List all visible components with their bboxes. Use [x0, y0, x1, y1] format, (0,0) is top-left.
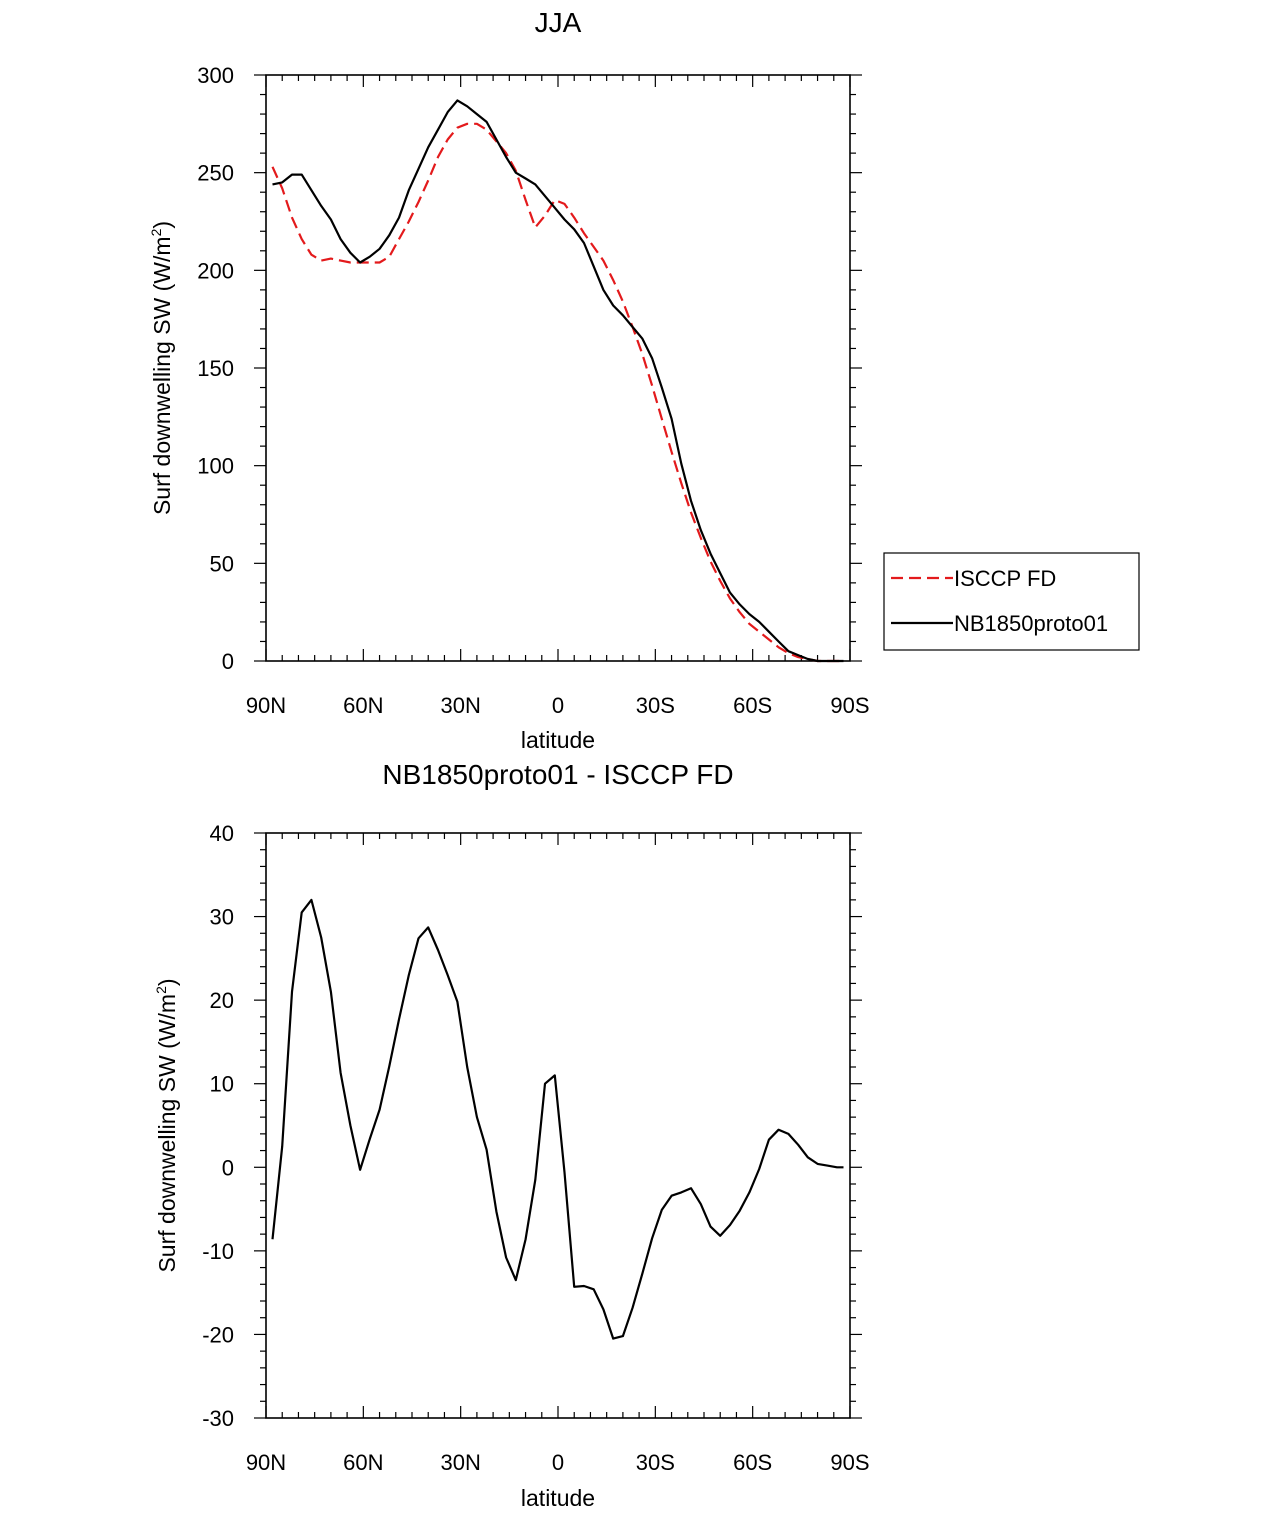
x-axis-label: latitude: [521, 727, 595, 753]
y-tick-label: 50: [210, 551, 234, 576]
x-tick-label: 30S: [636, 1450, 675, 1475]
x-tick-label: 90S: [830, 693, 869, 718]
y-tick-label: 0: [222, 649, 234, 674]
x-tick-label: 60S: [733, 693, 772, 718]
x-tick-label: 0: [552, 693, 564, 718]
x-axis-label: latitude: [521, 1485, 595, 1511]
legend: ISCCP FD NB1850proto01: [883, 552, 1140, 651]
y-tick-label: 150: [197, 356, 234, 381]
x-tick-label: 60N: [343, 693, 383, 718]
x-tick-label: 60S: [733, 1450, 772, 1475]
y-tick-label: -20: [202, 1322, 234, 1347]
series-line-isccp-fd: [271, 122, 844, 663]
y-tick-label: 200: [197, 258, 234, 283]
y-axis-label: Surf downwelling SW (W/m2): [153, 978, 180, 1272]
y-axis-label: Surf downwelling SW (W/m2): [148, 221, 175, 515]
chart-title: JJA: [535, 7, 582, 38]
plot-frame: [265, 74, 851, 662]
x-tick-label: 90N: [246, 693, 286, 718]
y-tick-label: 100: [197, 454, 234, 479]
legend-label: NB1850proto01: [954, 611, 1108, 636]
y-tick-label: 10: [210, 1072, 234, 1097]
x-tick-label: 90N: [246, 1450, 286, 1475]
y-tick-label: 20: [210, 988, 234, 1013]
y-tick-label: 250: [197, 161, 234, 186]
y-tick-label: -10: [202, 1239, 234, 1264]
x-tick-label: 60N: [343, 1450, 383, 1475]
y-tick-label: 30: [210, 905, 234, 930]
x-tick-label: 30N: [440, 693, 480, 718]
chart-title: NB1850proto01 - ISCCP FD: [382, 759, 733, 790]
series-line-nb1850proto01-isccp-fd: [271, 898, 844, 1340]
legend-box: [883, 552, 1140, 651]
chart-panel-2: NB1850proto01 - ISCCP FD 90N 60N 30N 0 30S 60S…: [153, 759, 870, 1511]
chart-panel-1: JJA 90N 60N 30N 0 30S 60S 90S 0 50 100 150 200 250 300…: [148, 7, 1140, 753]
plot-frame: [265, 832, 851, 1419]
x-tick-label: 90S: [830, 1450, 869, 1475]
y-tick-label: 0: [222, 1155, 234, 1180]
x-tick-label: 30N: [440, 1450, 480, 1475]
y-tick-label: -30: [202, 1406, 234, 1431]
y-tick-label: 300: [197, 63, 234, 88]
y-tick-label: 40: [210, 821, 234, 846]
x-tick-label: 0: [552, 1450, 564, 1475]
legend-label: ISCCP FD: [954, 566, 1056, 591]
x-tick-label: 30S: [636, 693, 675, 718]
series-line-nb1850proto01: [272, 99, 844, 663]
